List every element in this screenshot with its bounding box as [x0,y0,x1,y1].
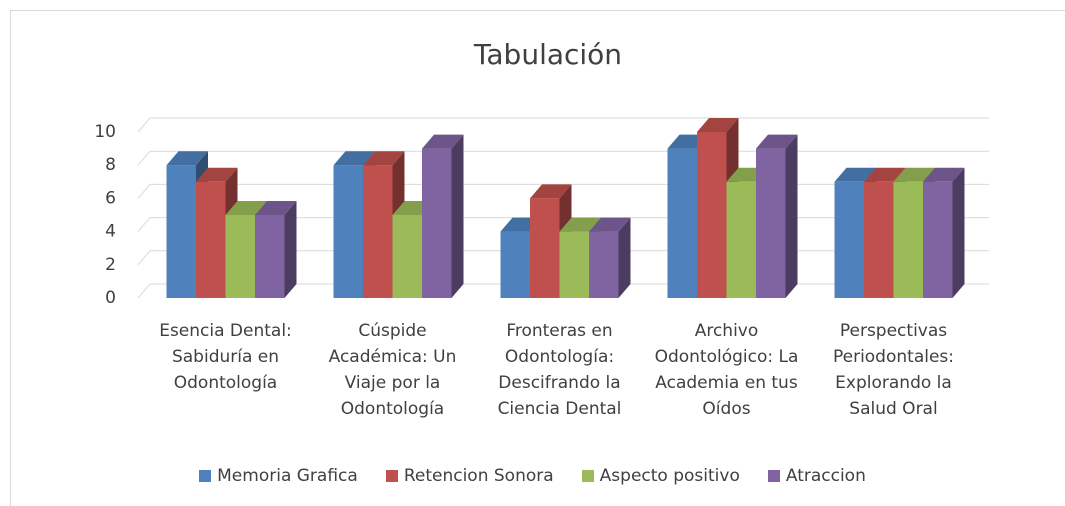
bar-front [392,215,422,298]
legend-label: Retencion Sonora [403,466,554,486]
bar [422,134,464,298]
bar [255,201,297,298]
x-tick-label: Cúspide Académica: Un Viaje por la Odont… [328,321,457,419]
bar-front [363,165,393,298]
y-tick-label: 0 [105,288,116,308]
legend-swatch [767,470,780,482]
legend-swatch [581,470,594,482]
legend: Memoria Grafica Retencion Sonora Aspecto p… [0,466,1065,486]
y-tick-label: 6 [105,188,116,208]
legend-item: Retencion Sonora [385,466,554,486]
y-tick-label: 4 [105,222,116,242]
bar-top [697,118,739,132]
bar-top [923,167,965,182]
bar-front [923,181,953,298]
legend-swatch [199,470,212,482]
bar [756,134,798,298]
bar-top [166,151,208,166]
legend-label: Aspecto positivo [599,466,740,486]
legend-item: Aspecto positivo [581,466,740,486]
bar-top [559,217,601,232]
bar-top [422,134,464,149]
chart-title: Tabulación [473,38,622,71]
bar-side [618,217,631,298]
bar-top [530,184,572,199]
legend-swatch [385,470,398,482]
legend-item: Memoria Grafica [199,466,358,486]
bar-top [333,151,375,166]
grid-line [137,150,989,166]
bar-top [864,167,906,182]
bar-front [196,181,226,298]
bar-top [893,167,935,182]
bar-front [255,215,285,298]
y-tick-label: 2 [105,255,116,275]
bar [923,167,965,298]
bar-front [834,181,864,298]
bar-top [363,151,405,166]
x-tick-label: Archivo Odontológico: La Academia en tus… [654,321,799,419]
x-tick-label: Perspectivas Periodontales: Explorando l… [832,321,955,419]
bar-front [667,148,697,298]
legend-label: Memoria Grafica [217,466,358,486]
legend-label: Atraccion [785,466,866,486]
bar [196,167,238,298]
bar-front [500,231,530,298]
bar-top [225,201,267,215]
x-tick-label: Fronteras en Odontología: Descifrando la… [497,321,622,419]
bar-front [893,181,923,298]
bar-side [284,201,297,298]
bar-front [864,181,894,298]
bar-top [255,201,297,215]
bar-front [589,231,619,298]
y-tick-label: 10 [94,122,116,142]
bar-top [834,167,876,182]
bar-top [589,217,631,232]
bar-front [697,132,727,298]
bar-front [225,215,255,298]
bar-front [333,165,363,298]
y-tick-label: 8 [105,155,116,175]
legend-item: Atraccion [767,466,866,486]
bar-side [952,167,965,298]
bar-front [530,198,560,298]
x-tick-label: Esencia Dental: Sabiduría en Odontología [159,321,292,393]
bar-front [166,165,196,298]
bar-side [785,134,798,298]
bar-top [756,134,798,149]
chart-border [10,10,1065,506]
bar-top [196,167,238,182]
bar [589,217,631,298]
bar-front [422,148,452,298]
bar-front [726,181,756,298]
grid-line [137,117,989,133]
bar-front [559,231,589,298]
bar-side [451,134,464,298]
bar-front [756,148,786,298]
